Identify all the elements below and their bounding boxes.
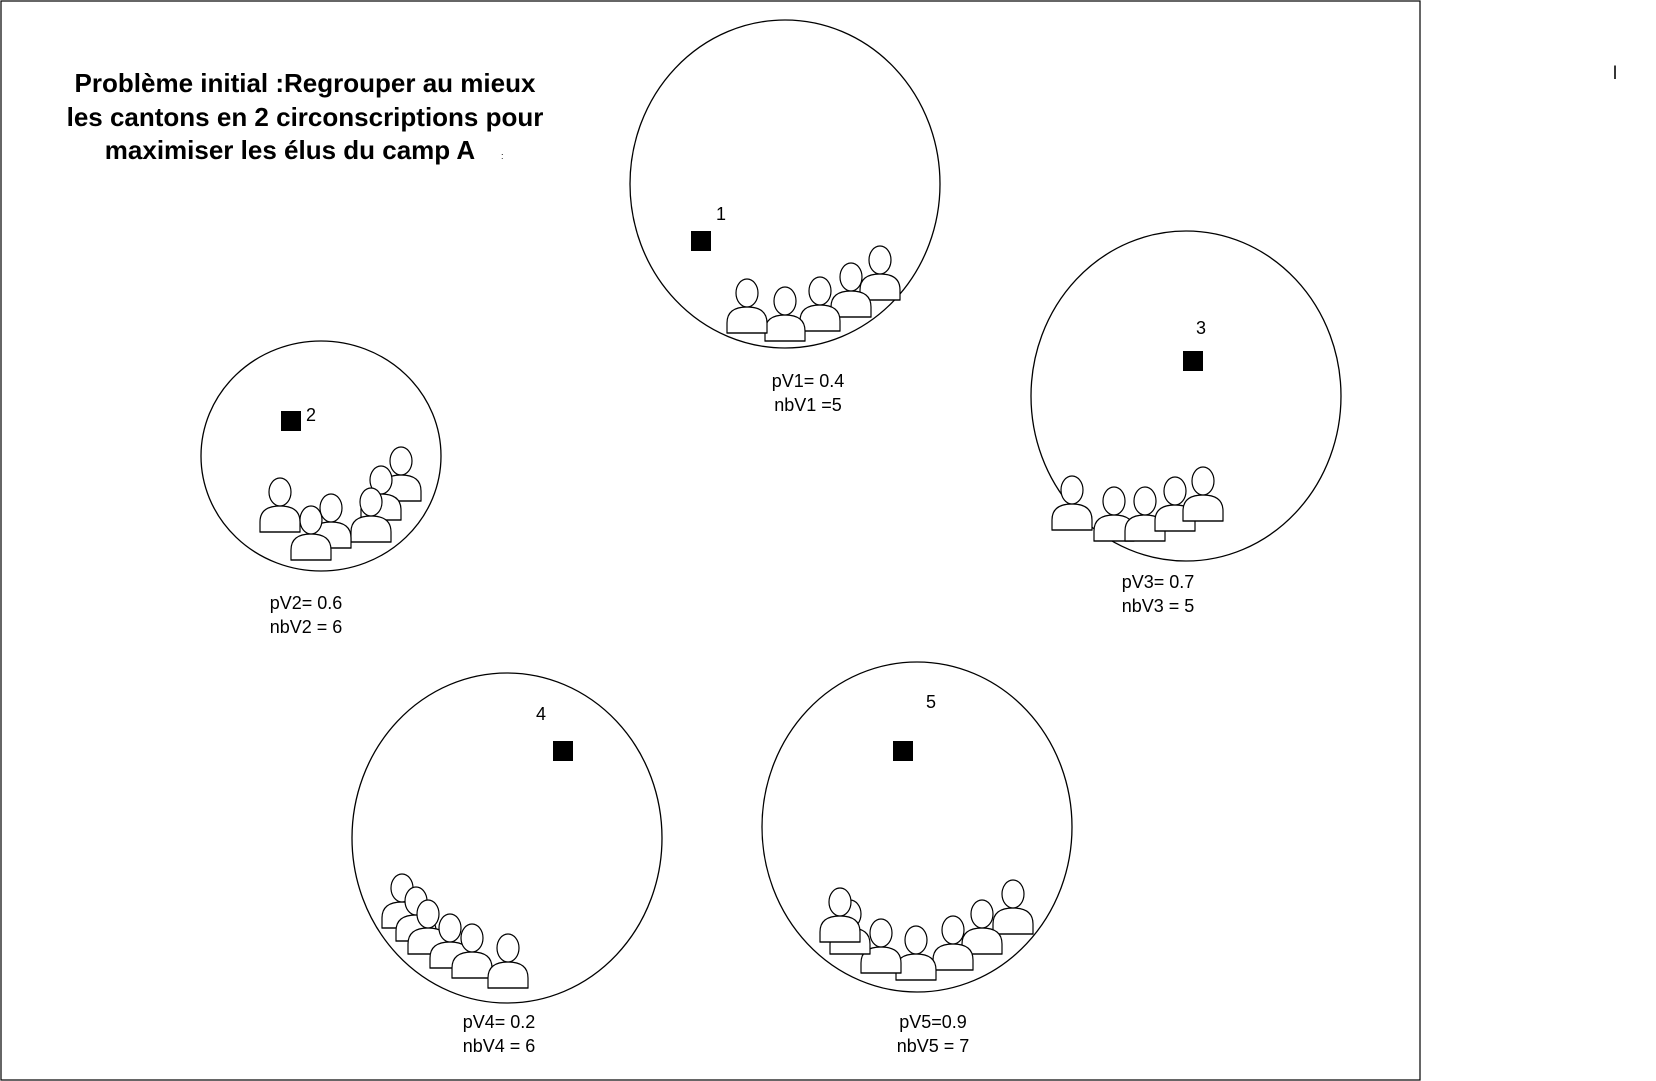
canton-stat-voters: nbV1 =5 <box>774 395 842 415</box>
voter-person-icon <box>1051 475 1093 531</box>
title-line-2: les cantons en 2 circonscriptions pour <box>67 102 544 132</box>
canton-stat-probability: pV4= 0.2 <box>463 1012 536 1032</box>
canton-number: 1 <box>716 204 726 224</box>
ballot-box-icon <box>1183 351 1203 371</box>
canton-number: 3 <box>1196 318 1206 338</box>
canton-4: 4 pV4= 0.2 nbV4 = 6 <box>351 672 663 1056</box>
voter-person-icon <box>451 923 493 979</box>
title-suffix: : <box>501 151 504 161</box>
canton-5: 5 pV5=0.9 nbV5 = 7 <box>761 661 1073 1056</box>
voter-person-icon <box>259 477 301 533</box>
ballot-box-icon <box>691 231 711 251</box>
canton-number: 4 <box>536 704 546 724</box>
voter-person-icon <box>799 276 841 332</box>
canton-stat-voters: nbV2 = 6 <box>270 617 343 637</box>
canton-stat-probability: pV1= 0.4 <box>772 371 845 391</box>
voter-group <box>381 873 529 989</box>
voter-person-icon <box>726 278 768 334</box>
voter-person-icon <box>290 505 332 561</box>
voter-group <box>819 879 1034 981</box>
canton-number: 5 <box>926 692 936 712</box>
ballot-box-icon <box>553 741 573 761</box>
canton-stat-probability: pV2= 0.6 <box>270 593 343 613</box>
canton-stat-probability: pV3= 0.7 <box>1122 572 1195 592</box>
voter-person-icon <box>992 879 1034 935</box>
voter-person-icon <box>1182 466 1224 522</box>
voter-group <box>1051 466 1224 542</box>
problem-title: Problème initial :Regrouper au mieux les… <box>67 68 544 165</box>
voter-person-icon <box>860 918 902 974</box>
voter-person-icon <box>487 933 529 989</box>
canton-1: 1 pV1= 0.4 nbV1 =5 <box>629 19 941 415</box>
page-frame <box>0 0 1421 1081</box>
canton-stat-voters: nbV3 = 5 <box>1122 596 1195 616</box>
voter-person-icon <box>350 487 392 543</box>
canton-stat-voters: nbV5 = 7 <box>897 1036 970 1056</box>
title-line-1: Problème initial :Regrouper au mieux <box>75 68 536 98</box>
canton-circle <box>629 19 941 349</box>
canton-stat-probability: pV5=0.9 <box>899 1012 967 1032</box>
voter-person-icon <box>1093 486 1135 542</box>
voter-person-icon <box>961 899 1003 955</box>
ballot-box-icon <box>893 741 913 761</box>
voter-group <box>259 446 422 561</box>
voter-group <box>726 245 901 342</box>
canton-circle <box>1030 230 1342 562</box>
voter-person-icon <box>859 245 901 301</box>
voter-person-icon <box>932 915 974 971</box>
canton-number: 2 <box>306 405 316 425</box>
ballot-box-icon <box>281 411 301 431</box>
canton-3: 3 pV3= 0.7 nbV3 = 5 <box>1030 230 1342 616</box>
corner-mark: l <box>1613 63 1617 83</box>
voter-person-icon <box>819 887 861 943</box>
title-line-3: maximiser les élus du camp A <box>105 135 476 165</box>
canton-2: 2 pV2= 0.6 nbV2 = 6 <box>200 340 442 637</box>
canton-stat-voters: nbV4 = 6 <box>463 1036 536 1056</box>
voter-person-icon <box>895 925 937 981</box>
